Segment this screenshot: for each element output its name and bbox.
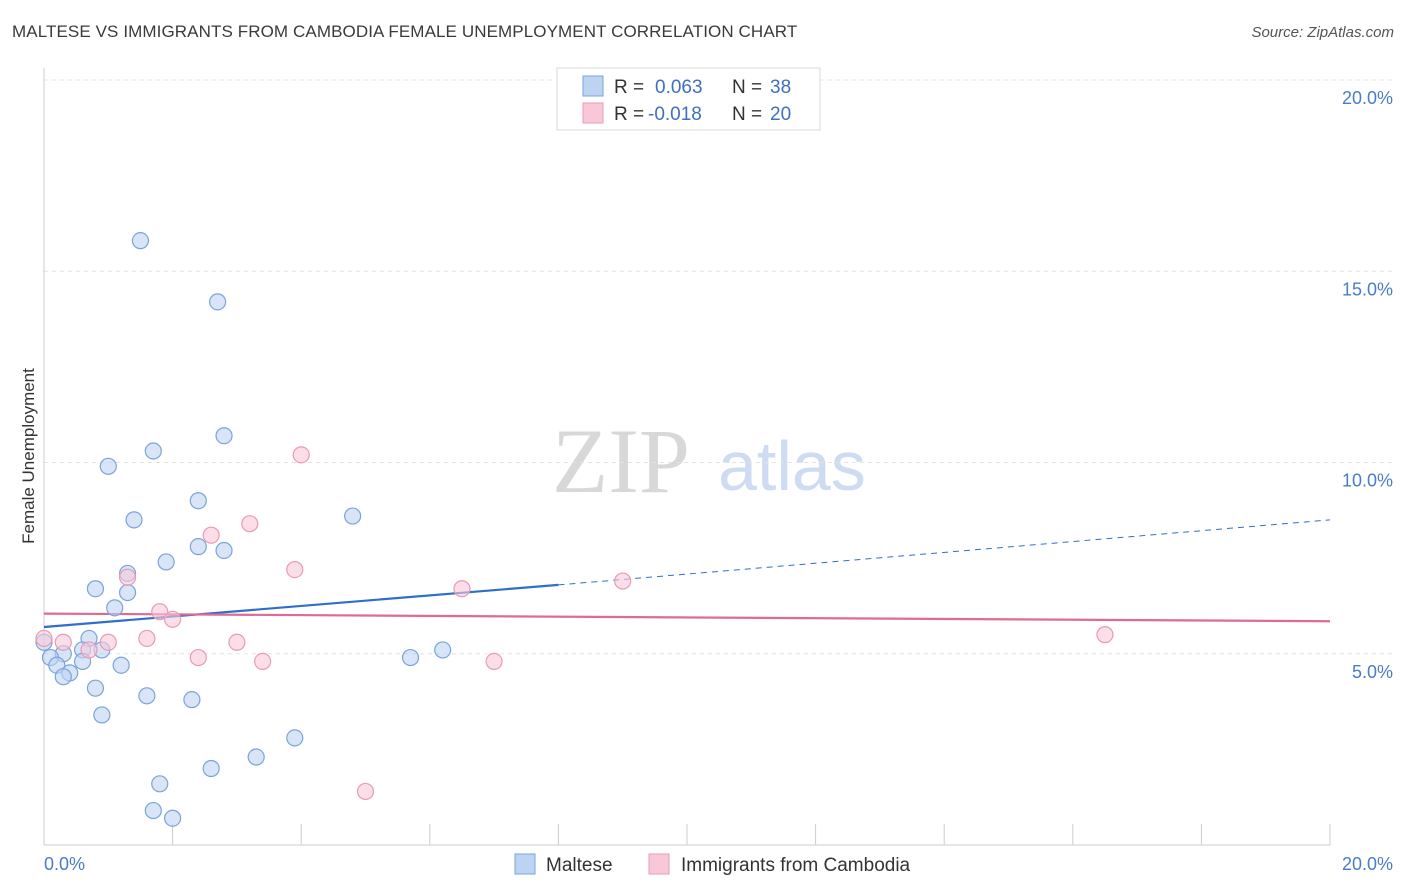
point-maltese-4 (99, 457, 117, 475)
point-maltese-33 (247, 748, 265, 766)
point-cambodia-4 (118, 568, 137, 586)
y-tick-label-2: 15.0% (1342, 279, 1393, 299)
legend-swatch-maltese (582, 75, 604, 97)
point-maltese-27 (54, 668, 72, 686)
x-tick-label-0: 0.0% (44, 854, 85, 874)
series-legend-swatch-cambodia (648, 853, 670, 875)
point-maltese-20 (401, 648, 420, 667)
point-maltese-3 (144, 442, 162, 460)
point-cambodia-12 (54, 633, 72, 651)
point-cambodia-17 (254, 652, 272, 671)
point-maltese-32 (286, 729, 304, 747)
point-cambodia-18 (485, 652, 503, 671)
series-legend-label-maltese: Maltese (546, 855, 613, 876)
point-cambodia-6 (453, 580, 471, 598)
point-maltese-7 (125, 511, 143, 529)
grid-lines (44, 79, 1394, 655)
point-cambodia-10 (138, 629, 156, 648)
point-cambodia-19 (356, 782, 375, 801)
y-tick-label-0: 5.0% (1352, 662, 1393, 682)
point-maltese-23 (434, 641, 452, 659)
correlation-legend: R = 0.063 N = 38 R = -0.018 N = 20 (556, 67, 821, 131)
point-cambodia-16 (189, 648, 207, 667)
point-maltese-5 (189, 492, 207, 510)
y-tick-labels: 5.0% 10.0% 15.0% 20.0% (1342, 88, 1393, 682)
series-legend-label-cambodia: Immigrants from Cambodia (681, 855, 911, 876)
point-maltese-10 (157, 553, 175, 571)
point-maltese-34 (202, 759, 220, 778)
point-cambodia-0 (292, 446, 310, 464)
point-cambodia-3 (286, 560, 304, 579)
y-axis-title: Female Unemployment (19, 368, 38, 544)
watermark: ZIP atlas (552, 410, 866, 512)
chart-title: MALTESE VS IMMIGRANTS FROM CAMBODIA FEMA… (12, 22, 798, 41)
x-tick-label-1: 20.0% (1342, 854, 1393, 874)
legend-r-value-maltese: 0.063 (655, 77, 703, 98)
trend-lines (43, 519, 1331, 629)
point-maltese-0 (131, 232, 150, 250)
point-cambodia-15 (80, 641, 98, 659)
point-maltese-6 (344, 507, 362, 525)
legend-swatch-cambodia (582, 102, 604, 124)
point-cambodia-14 (228, 633, 246, 651)
legend-n-value-maltese: 38 (770, 77, 791, 98)
point-cambodia-7 (151, 603, 169, 621)
axes (43, 68, 1331, 846)
point-maltese-35 (151, 775, 169, 793)
watermark-zip: ZIP (552, 410, 690, 512)
point-cambodia-9 (1096, 626, 1114, 644)
trend-line-maltese (43, 583, 559, 629)
source-label: Source: ZipAtlas.com (1251, 24, 1394, 41)
point-cambodia-5 (614, 572, 632, 590)
y-tick-label-3: 20.0% (1342, 88, 1393, 108)
point-cambodia-1 (241, 515, 259, 533)
point-maltese-1 (209, 293, 227, 311)
point-cambodia-2 (202, 526, 220, 544)
point-maltese-8 (189, 538, 207, 556)
point-cambodia-8 (164, 610, 182, 628)
point-cambodia-11 (35, 629, 53, 648)
legend-n-value-cambodia: 20 (770, 104, 791, 125)
legend-r-value-cambodia: -0.018 (648, 104, 702, 125)
data-points (35, 232, 1114, 827)
point-maltese-13 (118, 583, 137, 602)
point-maltese-2 (215, 427, 233, 445)
legend-n-label-maltese: N = (732, 77, 762, 98)
point-maltese-31 (93, 706, 111, 724)
series-legend-swatch-maltese (514, 853, 536, 875)
legend-r-label-cambodia: R = (614, 104, 644, 125)
point-maltese-30 (183, 691, 201, 709)
point-cambodia-13 (99, 633, 117, 651)
legend-r-label-maltese: R = (614, 77, 644, 98)
trend-line-maltese-extension (558, 519, 1331, 586)
point-maltese-14 (106, 599, 124, 617)
point-maltese-36 (144, 801, 162, 820)
trend-line-cambodia (43, 612, 1331, 623)
point-maltese-12 (86, 580, 105, 598)
point-maltese-28 (86, 679, 105, 697)
point-maltese-9 (215, 541, 233, 560)
series-legend: Maltese Immigrants from Cambodia (514, 853, 911, 876)
point-maltese-25 (112, 656, 130, 674)
legend-n-label-cambodia: N = (732, 104, 762, 125)
point-maltese-29 (138, 687, 156, 705)
x-tick-labels: 0.0% 20.0% (44, 854, 1393, 874)
watermark-atlas: atlas (718, 427, 866, 505)
y-tick-label-1: 10.0% (1342, 471, 1393, 491)
point-maltese-37 (164, 809, 182, 827)
